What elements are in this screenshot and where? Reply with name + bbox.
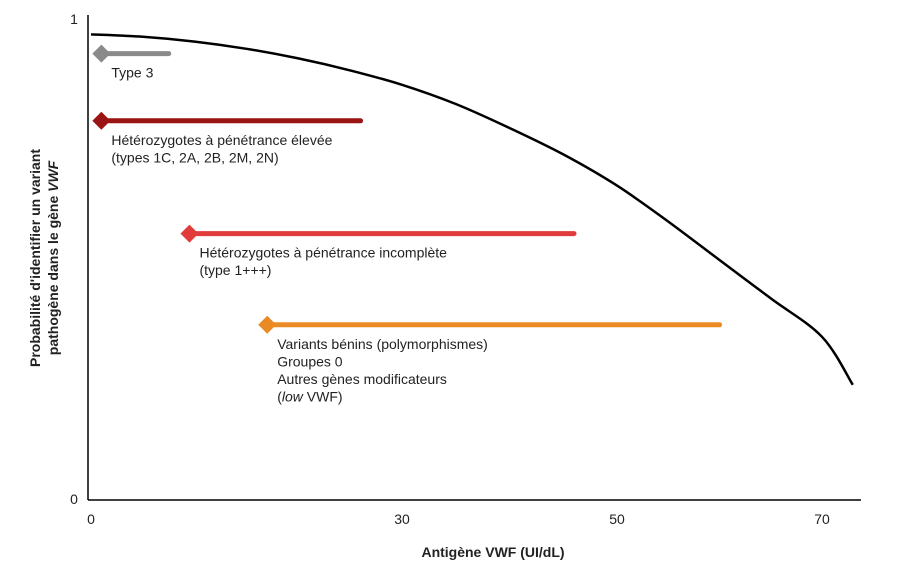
y-tick-label-0: 0	[70, 491, 78, 507]
band-diamond-type3	[92, 44, 111, 63]
y-axis-title: Probabilité d'identifier un variant path…	[27, 149, 61, 367]
band-label-benign-line-2: Autres gènes modificateurs	[277, 371, 447, 387]
band-diamond-high-penetrance	[92, 111, 111, 130]
y-axis-title-line2: pathogène dans le gène VWF	[45, 160, 61, 355]
band-label-benign-line-1: Groupes 0	[277, 353, 343, 369]
band-label-rest: VWF)	[303, 388, 343, 404]
y-axis-title-line2-italic: VWF	[45, 160, 61, 192]
band-diamond-benign	[258, 315, 277, 334]
x-axis-title: Antigène VWF (UI/dL)	[421, 544, 564, 560]
band-label-high-penetrance-line-0: Hétérozygotes à pénétrance élevée	[111, 132, 332, 148]
band-label-benign-line-3: (low VWF)	[277, 388, 342, 404]
y-axis-title-line2-prefix: pathogène dans le gène	[45, 192, 61, 355]
band-label-incomplete-penetrance-line-1: (type 1+++)	[199, 262, 271, 278]
band-label-incomplete-penetrance-line-0: Hétérozygotes à pénétrance incomplète	[199, 245, 447, 261]
probability-curve	[90, 33, 854, 386]
x-tick-label-30: 30	[394, 511, 410, 527]
band-diamond-incomplete-penetrance	[180, 224, 199, 243]
y-tick-label-1: 1	[70, 11, 78, 27]
band-label-italic: low	[282, 388, 304, 404]
band-label-high-penetrance-line-1: (types 1C, 2A, 2B, 2M, 2N)	[111, 149, 278, 165]
x-tick-label-70: 70	[814, 511, 830, 527]
band-label-type3-line-0: Type 3	[111, 65, 153, 81]
y-axis-title-line1: Probabilité d'identifier un variant	[27, 149, 43, 367]
band-label-prefix: (	[277, 388, 282, 404]
x-tick-label-0: 0	[87, 511, 95, 527]
x-tick-label-50: 50	[609, 511, 625, 527]
band-label-benign-line-0: Variants bénins (polymorphismes)	[277, 336, 488, 352]
